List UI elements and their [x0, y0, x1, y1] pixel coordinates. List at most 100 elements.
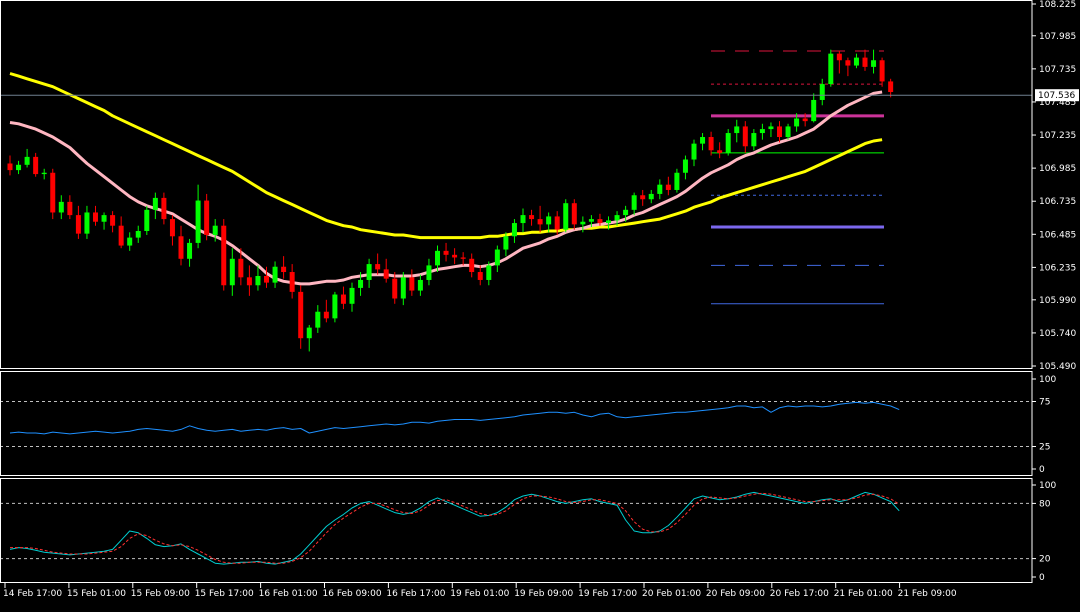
candle-body: [657, 184, 663, 194]
candle: [768, 122, 774, 138]
candle: [58, 195, 64, 220]
price-axis-tick-label: 107.735: [1039, 65, 1076, 75]
candle-body: [691, 143, 697, 160]
price-axis-tick-label: 107.235: [1039, 131, 1076, 141]
candle: [845, 57, 851, 77]
candle: [511, 219, 517, 243]
candle-body: [802, 118, 808, 122]
candle-body: [828, 53, 834, 85]
candle: [862, 49, 868, 71]
candle-body: [332, 294, 338, 319]
candle: [152, 192, 158, 220]
candle: [785, 123, 791, 140]
candle: [340, 286, 346, 310]
candle: [486, 261, 492, 286]
candle-body: [392, 278, 398, 299]
candle: [597, 213, 603, 226]
candle-body: [178, 236, 184, 259]
candle: [178, 225, 184, 266]
candle: [135, 225, 141, 243]
candle: [204, 193, 210, 241]
candle: [212, 219, 218, 242]
candle: [571, 199, 577, 230]
candle: [255, 265, 261, 291]
candle-body: [452, 254, 458, 258]
candle: [229, 248, 235, 296]
candle: [110, 211, 116, 233]
candle-body: [742, 126, 748, 147]
indicator-2-axis-tick-label: 80: [1039, 499, 1051, 509]
candle-body: [580, 221, 586, 225]
candle: [819, 78, 825, 106]
candle: [400, 272, 406, 306]
candle-body: [41, 172, 47, 175]
candle-body: [853, 57, 859, 66]
candle: [435, 245, 440, 273]
indicator-1-axis-ticks: 100 75 25 0: [1032, 375, 1056, 475]
candle: [734, 119, 740, 143]
candle: [742, 121, 748, 153]
candle: [315, 305, 321, 333]
candle: [118, 216, 124, 249]
indicator-1-lines: [9, 401, 900, 435]
candle-body: [554, 216, 560, 230]
indicator-2-line-1: [9, 491, 900, 565]
price-axis-ticks: 108.225 107.985 107.735 107.485 107.235 106.9…: [1032, 0, 1076, 372]
price-axis-tick-label: 106.985: [1039, 164, 1076, 174]
candle: [794, 113, 800, 132]
candle-body: [682, 159, 688, 173]
candle-body: [144, 209, 150, 231]
candle-body: [187, 242, 193, 259]
candle-body: [648, 193, 654, 200]
candle-body: [127, 237, 133, 246]
candle-body: [16, 164, 22, 171]
candle: [169, 215, 175, 246]
time-axis-tick-label: 20 Feb 09:00: [706, 589, 765, 599]
price-axis-tick-label: 105.490: [1039, 362, 1076, 372]
candle-body: [409, 277, 415, 291]
candle: [725, 129, 731, 156]
candle: [631, 192, 637, 216]
candle: [426, 258, 432, 286]
indicator-2-axis-tick-label: 100: [1039, 481, 1056, 491]
candle-body: [674, 172, 680, 190]
candle: [665, 176, 671, 196]
candle-body: [417, 279, 423, 291]
time-axis-tick-label: 16 Feb 09:00: [323, 589, 382, 599]
candle-body: [118, 225, 124, 246]
candle: [50, 168, 56, 220]
candle: [554, 211, 560, 235]
candle: [443, 242, 449, 262]
candle: [614, 211, 620, 226]
candle: [657, 179, 663, 200]
candle-body: [836, 53, 842, 61]
panel-frame-0: [0, 0, 1033, 369]
candle: [417, 274, 423, 296]
price-axis-tick-label: 105.740: [1039, 329, 1076, 339]
candle: [221, 219, 227, 291]
candle-body: [879, 60, 885, 82]
candle: [281, 256, 287, 279]
candle: [289, 264, 295, 299]
indicator-2-axis-tick-label: 0: [1039, 573, 1045, 583]
candle-body: [281, 266, 287, 273]
candle: [674, 168, 680, 193]
price-axis-tick-label: 107.985: [1039, 32, 1076, 42]
candle-body: [255, 275, 261, 286]
candle: [836, 50, 842, 74]
time-axis-tick-label: 21 Feb 09:00: [898, 589, 957, 599]
candle: [101, 212, 107, 230]
candle: [392, 272, 398, 304]
candle: [16, 160, 22, 175]
candle: [452, 248, 458, 265]
candle: [623, 205, 629, 222]
candle-body: [546, 216, 552, 225]
candle-body: [717, 150, 723, 153]
time-axis-tick-label: 14 Feb 17:00: [3, 589, 62, 599]
candle: [127, 232, 133, 251]
candle-body: [563, 203, 569, 230]
candle: [41, 168, 47, 180]
candle-body: [631, 195, 637, 210]
candle-body: [110, 215, 116, 226]
